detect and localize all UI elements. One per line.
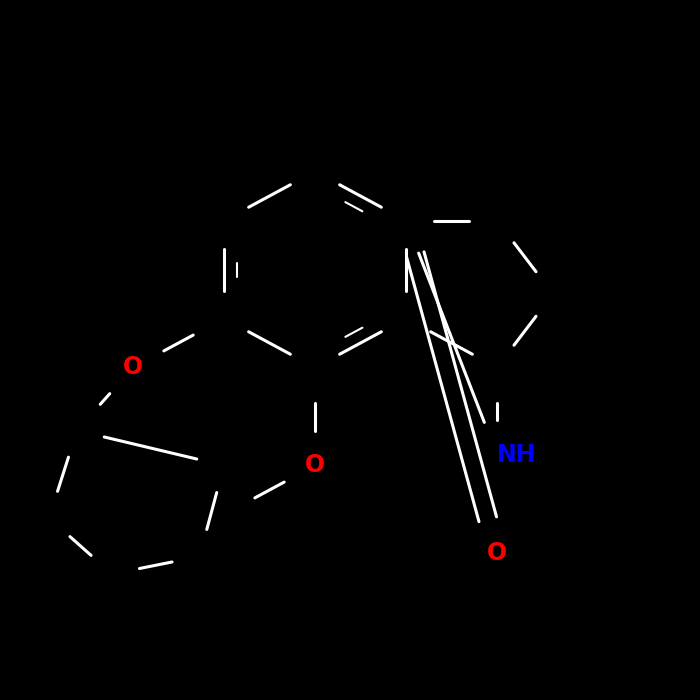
Text: NH: NH [497,443,536,467]
Text: O: O [487,541,507,565]
Text: O: O [305,454,325,477]
Text: O: O [123,356,143,379]
